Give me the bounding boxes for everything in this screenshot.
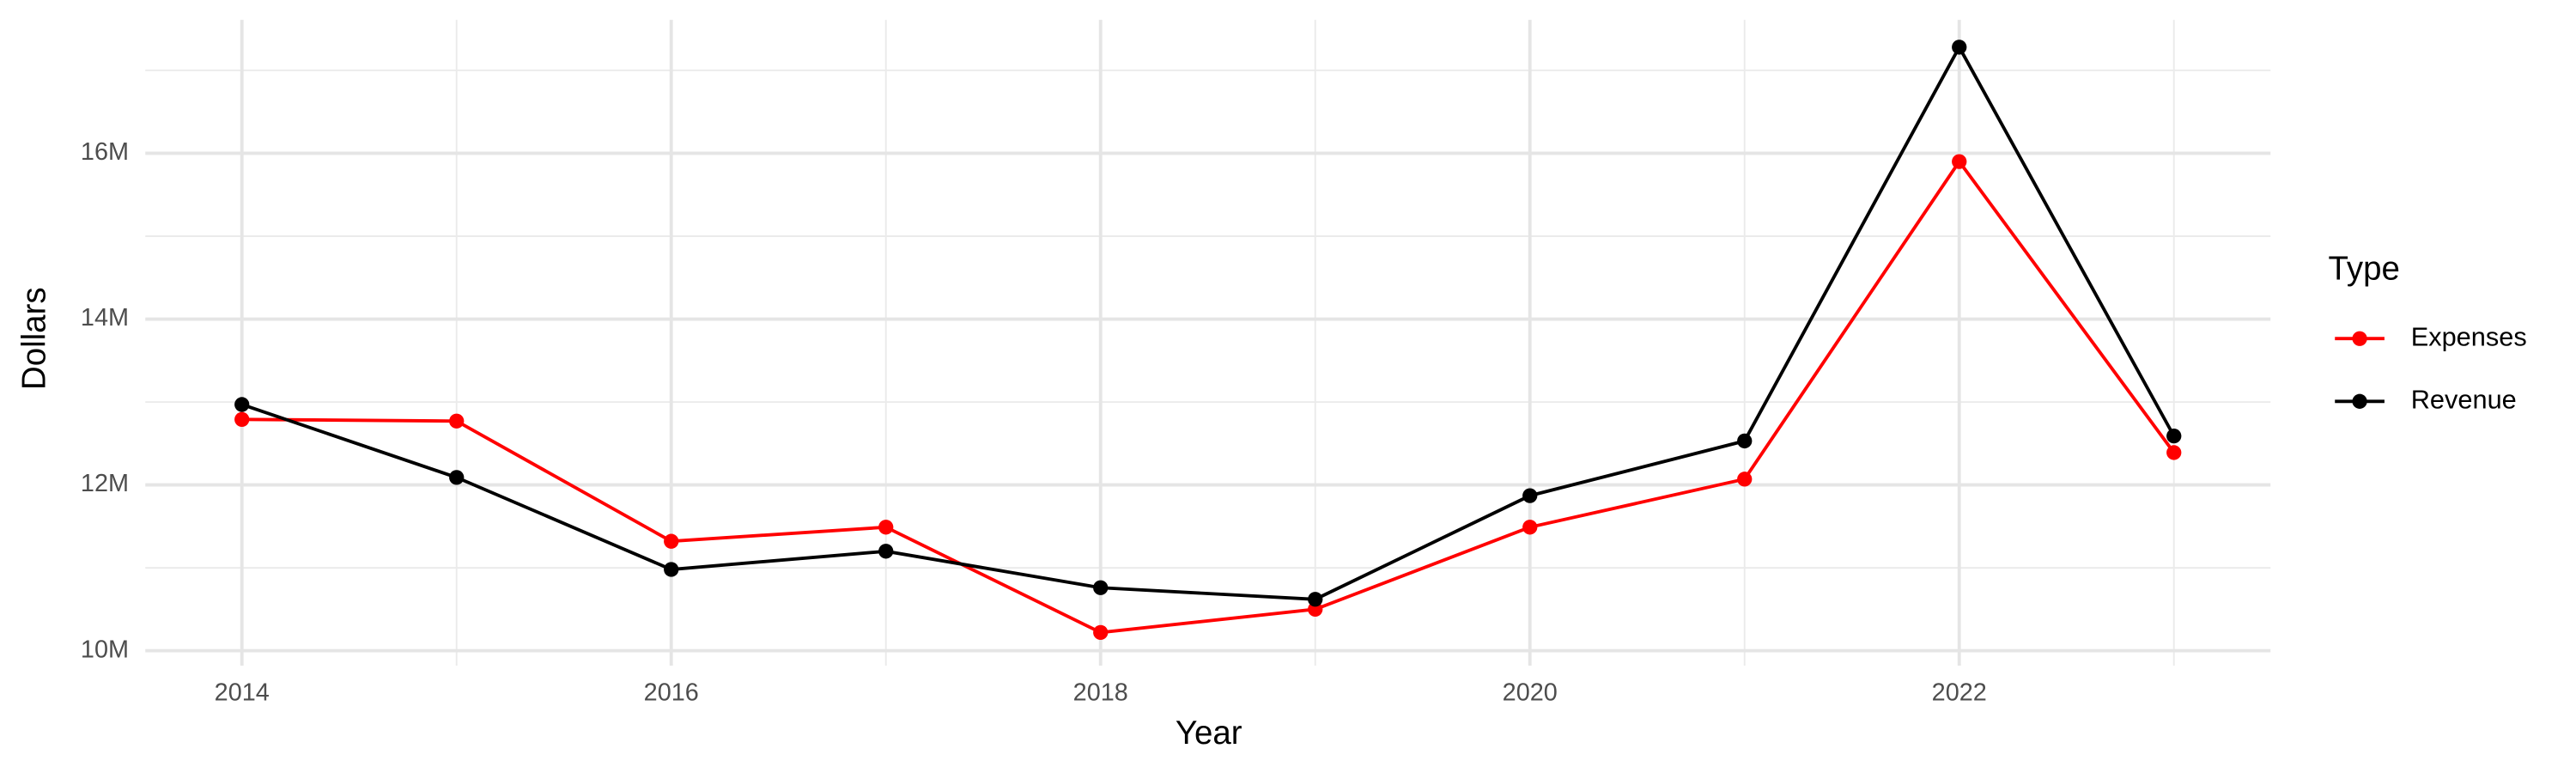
- legend-label: Revenue: [2411, 384, 2517, 414]
- data-point: [1737, 472, 1753, 487]
- x-tick-label: 2022: [1932, 679, 1987, 706]
- legend: Type Expenses Revenue: [2329, 251, 2527, 415]
- data-point: [234, 411, 250, 427]
- data-point: [664, 562, 679, 577]
- data-point: [2166, 428, 2182, 444]
- series-line: [241, 158, 2176, 635]
- legend-label: Expenses: [2411, 321, 2527, 351]
- x-axis-title: Year: [1176, 715, 1242, 752]
- legend-key-point: [2352, 331, 2367, 346]
- y-tick-label: 14M: [81, 304, 129, 332]
- data-point: [2166, 445, 2182, 460]
- x-tick-label: 2016: [644, 679, 699, 706]
- data-point: [1093, 624, 1109, 641]
- data-point: [1952, 154, 1967, 169]
- series-line: [241, 43, 2176, 601]
- data-point: [878, 544, 894, 559]
- data-point: [878, 520, 894, 535]
- data-point: [449, 470, 465, 485]
- data-point: [1737, 433, 1753, 449]
- y-tick-label: 12M: [81, 470, 129, 497]
- y-tick-label: 10M: [81, 636, 129, 663]
- data-point: [1952, 40, 1967, 55]
- data-point: [664, 533, 679, 549]
- grid: [145, 20, 2271, 666]
- x-tick-label: 2018: [1073, 679, 1128, 706]
- data-point: [1522, 520, 1538, 535]
- y-tick-label: 16M: [81, 138, 129, 166]
- data-point: [1308, 592, 1323, 607]
- data-point: [1522, 488, 1538, 503]
- legend-key-point: [2352, 393, 2367, 409]
- legend-title: Type: [2329, 251, 2400, 288]
- plot-area: [234, 40, 2182, 641]
- data-point: [234, 397, 250, 412]
- data-point: [1093, 580, 1109, 595]
- y-axis-title: Dollars: [15, 287, 52, 390]
- data-point: [449, 413, 465, 429]
- x-tick-label: 2014: [215, 679, 270, 706]
- x-tick-label: 2020: [1503, 679, 1558, 706]
